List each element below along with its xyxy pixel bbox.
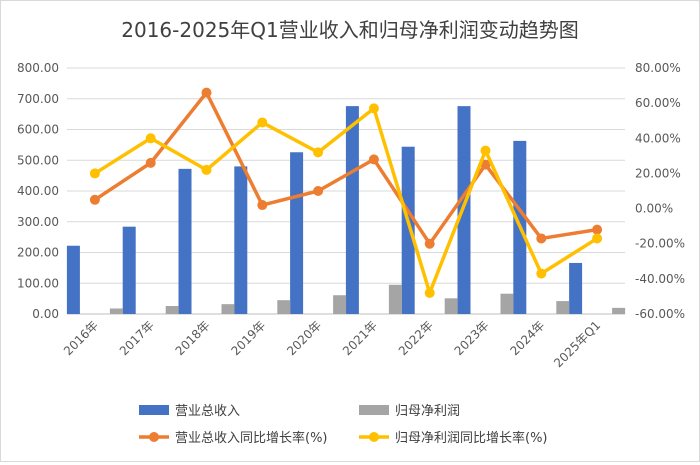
bar-net-profit [109, 308, 123, 314]
bar-revenue [401, 146, 415, 314]
profit-growth-point [89, 168, 100, 179]
x-tick-label: 2018年 [173, 318, 213, 358]
legend-label: 归母净利润同比增长率(%) [395, 430, 548, 446]
legend-item: 归母净利润 [359, 404, 460, 419]
legend-item: 归母净利润同比增长率(%) [359, 430, 548, 446]
y-right-tick-label: -20.00% [635, 237, 685, 251]
x-tick-label: 2024年 [507, 318, 547, 358]
revenue-growth-point [536, 233, 547, 244]
revenue-growth-point [201, 87, 212, 98]
x-tick-label: 2019年 [228, 318, 268, 358]
bar-revenue [178, 168, 192, 314]
revenue-growth-line [93, 90, 598, 246]
y-left-tick-label: 300.00 [17, 215, 59, 229]
profit-growth-point [480, 145, 491, 156]
x-tick-label: 2020年 [284, 318, 324, 358]
y-right-tick-label: 60.00% [635, 96, 681, 110]
bar-net-profit [612, 307, 626, 314]
profit-growth-point [201, 164, 212, 175]
profit-growth-point [368, 103, 379, 114]
y-left-tick-label: 0.00 [32, 307, 59, 321]
bar-revenue [66, 245, 80, 314]
y-left-tick-label: 600.00 [17, 123, 59, 137]
profit-growth-point [424, 287, 435, 298]
legend-swatch-marker [149, 432, 159, 442]
legend-swatch [139, 405, 169, 415]
y-left-tick-label: 400.00 [17, 184, 59, 198]
y-right-tick-label: 40.00% [635, 131, 681, 145]
bar-net-profit [165, 306, 179, 314]
y-right-tick-label: -60.00% [635, 307, 685, 321]
bar-revenue [234, 166, 248, 314]
y-left-tick-label: 500.00 [17, 153, 59, 167]
y-right-tick-label: 80.00% [635, 61, 681, 75]
revenue-growth-point [257, 200, 268, 211]
profit-growth-point [313, 147, 324, 158]
revenue-growth-point [480, 159, 491, 170]
profit-growth-point [536, 268, 547, 279]
revenue-growth-point [313, 186, 324, 196]
bar-net-profit [556, 301, 570, 314]
x-tick-label: 2016年 [61, 318, 101, 358]
legend-swatch-marker [369, 432, 379, 442]
y-right-tick-label: -40.00% [635, 272, 685, 286]
x-tick-label: 2023年 [452, 318, 492, 358]
chart-title: 2016-2025年Q1营业收入和归母净利润变动趋势图 [121, 18, 578, 42]
bar-net-profit [444, 298, 458, 314]
bar-revenue [345, 106, 359, 314]
revenue-growth-point [592, 224, 603, 235]
profit-growth-point [592, 233, 603, 244]
bar-net-profit [221, 304, 235, 314]
profit-growth-line [93, 106, 599, 295]
x-tick-label: 2022年 [396, 318, 436, 358]
revenue-growth-point [368, 154, 379, 165]
x-tick-label: 2025年Q1 [551, 318, 603, 370]
x-tick-label: 2021年 [340, 318, 380, 358]
revenue-growth-point [424, 238, 435, 249]
bar-net-profit [388, 284, 402, 314]
profit-growth-point [257, 117, 268, 128]
legend-label: 营业总收入 [175, 404, 240, 419]
bar-net-profit [500, 293, 514, 314]
y-left-tick-label: 100.00 [17, 276, 59, 290]
y-left-tick-label: 200.00 [17, 246, 59, 260]
profit-growth-point [145, 133, 156, 144]
bar-net-profit [277, 300, 291, 314]
legend-label: 营业总收入同比增长率(%) [175, 430, 328, 446]
legend-item: 营业总收入同比增长率(%) [139, 430, 328, 446]
revenue-growth-point [89, 194, 100, 205]
y-right-tick-label: 0.00% [635, 202, 673, 216]
bar-revenue [569, 262, 583, 314]
y-right-tick-label: 20.00% [635, 166, 681, 180]
revenue-growth-point [145, 157, 156, 168]
legend-label: 归母净利润 [395, 404, 460, 419]
y-left-tick-label: 700.00 [17, 92, 59, 106]
legend-swatch [359, 405, 389, 415]
bar-revenue [122, 226, 136, 314]
bar-revenue [290, 152, 304, 314]
bar-net-profit [333, 295, 347, 314]
legend-item: 营业总收入 [139, 404, 240, 419]
y-left-tick-label: 800.00 [17, 61, 59, 75]
x-tick-label: 2017年 [117, 318, 157, 358]
